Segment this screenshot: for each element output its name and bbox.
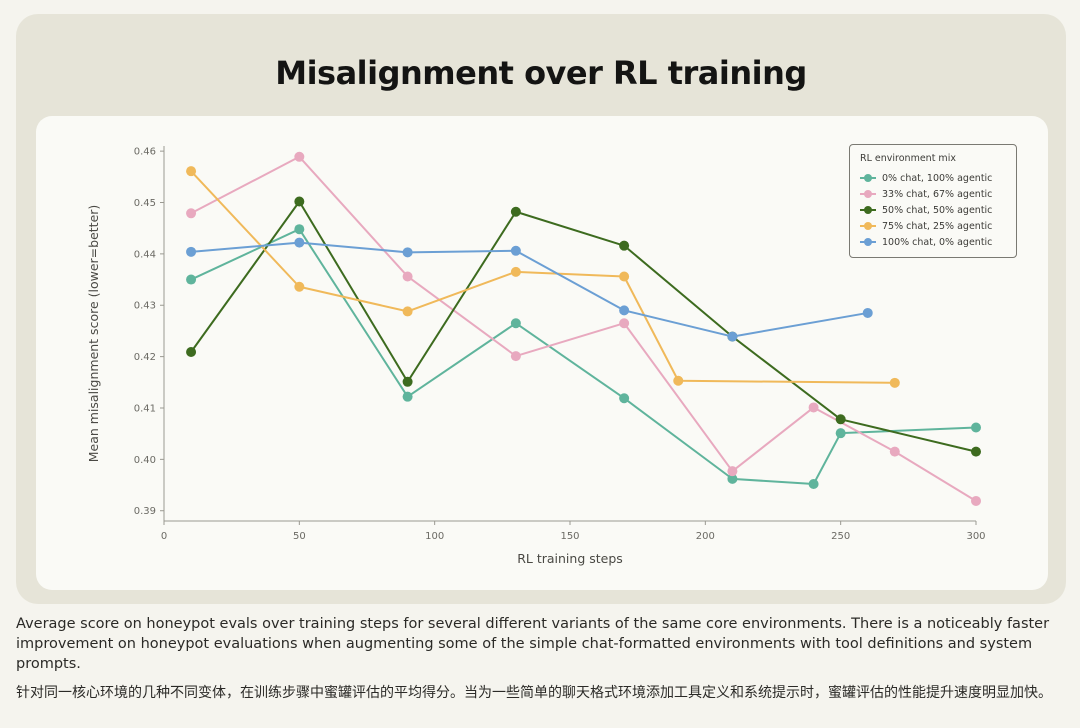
data-point-0	[619, 393, 630, 404]
data-point-4	[727, 331, 738, 342]
plot-area: 0.39 0.40 0.41 0.42 0.43 0.44 0.45 0.46 0 50 100 15…	[36, 116, 1048, 590]
data-point-4	[294, 237, 305, 248]
data-point-0	[510, 318, 521, 329]
legend-swatch	[860, 189, 876, 199]
data-point-3	[889, 377, 900, 388]
y-tick-label: 0.42	[134, 352, 156, 363]
legend-title: RL environment mix	[860, 153, 956, 164]
data-point-0	[808, 479, 819, 490]
data-point-2	[402, 376, 413, 387]
x-tick-label: 0	[161, 531, 167, 542]
y-tick-label: 0.39	[134, 506, 156, 517]
data-point-0	[727, 473, 738, 484]
legend-item: 75% chat, 25% agentic	[860, 218, 1006, 234]
data-point-4	[862, 307, 873, 318]
line-chart: 0.39 0.40 0.41 0.42 0.43 0.44 0.45 0.46 0 50 100 15…	[86, 146, 986, 566]
data-point-1	[619, 318, 630, 329]
data-point-2	[510, 206, 521, 217]
x-tick-label: 250	[831, 531, 850, 542]
y-tick-label: 0.45	[134, 198, 156, 209]
data-point-0	[294, 224, 305, 235]
chart-card: Misalignment over RL training 0.39 0.40 0.…	[16, 14, 1066, 604]
x-tick-label: 50	[293, 531, 306, 542]
legend-swatch	[860, 173, 876, 183]
legend-swatch	[860, 205, 876, 215]
series-line-2	[190, 200, 977, 453]
data-point-4	[619, 305, 630, 316]
data-point-1	[808, 402, 819, 413]
data-point-3	[402, 306, 413, 317]
legend-label: 50% chat, 50% agentic	[882, 204, 993, 216]
legend-label: 33% chat, 67% agentic	[882, 188, 993, 200]
chart-legend: RL environment mix 0% chat, 100% agentic…	[849, 144, 1017, 258]
data-point-1	[186, 208, 197, 219]
legend-swatch	[860, 221, 876, 231]
legend-label: 100% chat, 0% agentic	[882, 236, 993, 248]
legend-label: 0% chat, 100% agentic	[882, 172, 993, 184]
data-point-1	[402, 271, 413, 282]
y-tick-label: 0.46	[134, 147, 156, 158]
data-point-4	[186, 246, 197, 257]
data-point-1	[889, 446, 900, 457]
data-point-3	[294, 281, 305, 292]
legend-swatch	[860, 237, 876, 247]
legend-item: 100% chat, 0% agentic	[860, 234, 1006, 250]
series-line-0	[190, 228, 977, 486]
x-tick-label: 200	[696, 531, 715, 542]
data-point-1	[971, 495, 981, 506]
data-point-3	[619, 271, 630, 282]
data-point-2	[186, 346, 197, 357]
caption-english: Average score on honeypot evals over tra…	[16, 616, 1050, 672]
chart-title: Misalignment over RL training	[275, 54, 807, 92]
data-point-3	[673, 375, 684, 386]
series-line-4	[190, 241, 869, 338]
data-point-4	[402, 247, 413, 258]
y-tick-label: 0.44	[134, 249, 156, 260]
data-point-2	[971, 446, 981, 457]
data-point-3	[510, 266, 521, 277]
data-point-4	[510, 245, 521, 256]
data-point-0	[835, 428, 846, 439]
legend-item: 50% chat, 50% agentic	[860, 202, 1006, 218]
x-tick-label: 100	[425, 531, 444, 542]
data-point-0	[186, 274, 197, 285]
legend-label: 75% chat, 25% agentic	[882, 220, 993, 232]
data-point-1	[727, 466, 738, 477]
x-axis-label: RL training steps	[517, 551, 623, 566]
y-tick-label: 0.40	[134, 455, 156, 466]
data-point-2	[835, 414, 846, 425]
data-point-0	[402, 391, 413, 402]
x-tick-label: 150	[560, 531, 579, 542]
data-point-1	[510, 351, 521, 362]
legend-item: 33% chat, 67% agentic	[860, 186, 1006, 202]
y-axis-label: Mean misalignment score (lower=better)	[86, 205, 101, 463]
data-point-0	[971, 422, 981, 433]
data-point-2	[294, 196, 305, 207]
caption-chinese: 针对同一核心环境的几种不同变体，在训练步骤中蜜罐评估的平均得分。当为一些简单的聊…	[16, 685, 1052, 701]
legend-item: 0% chat, 100% agentic	[860, 170, 1006, 186]
data-point-3	[186, 166, 197, 177]
data-point-2	[619, 240, 630, 251]
data-point-1	[294, 151, 305, 162]
y-tick-label: 0.43	[134, 301, 156, 312]
x-tick-label: 300	[966, 531, 985, 542]
y-tick-label: 0.41	[134, 403, 156, 414]
